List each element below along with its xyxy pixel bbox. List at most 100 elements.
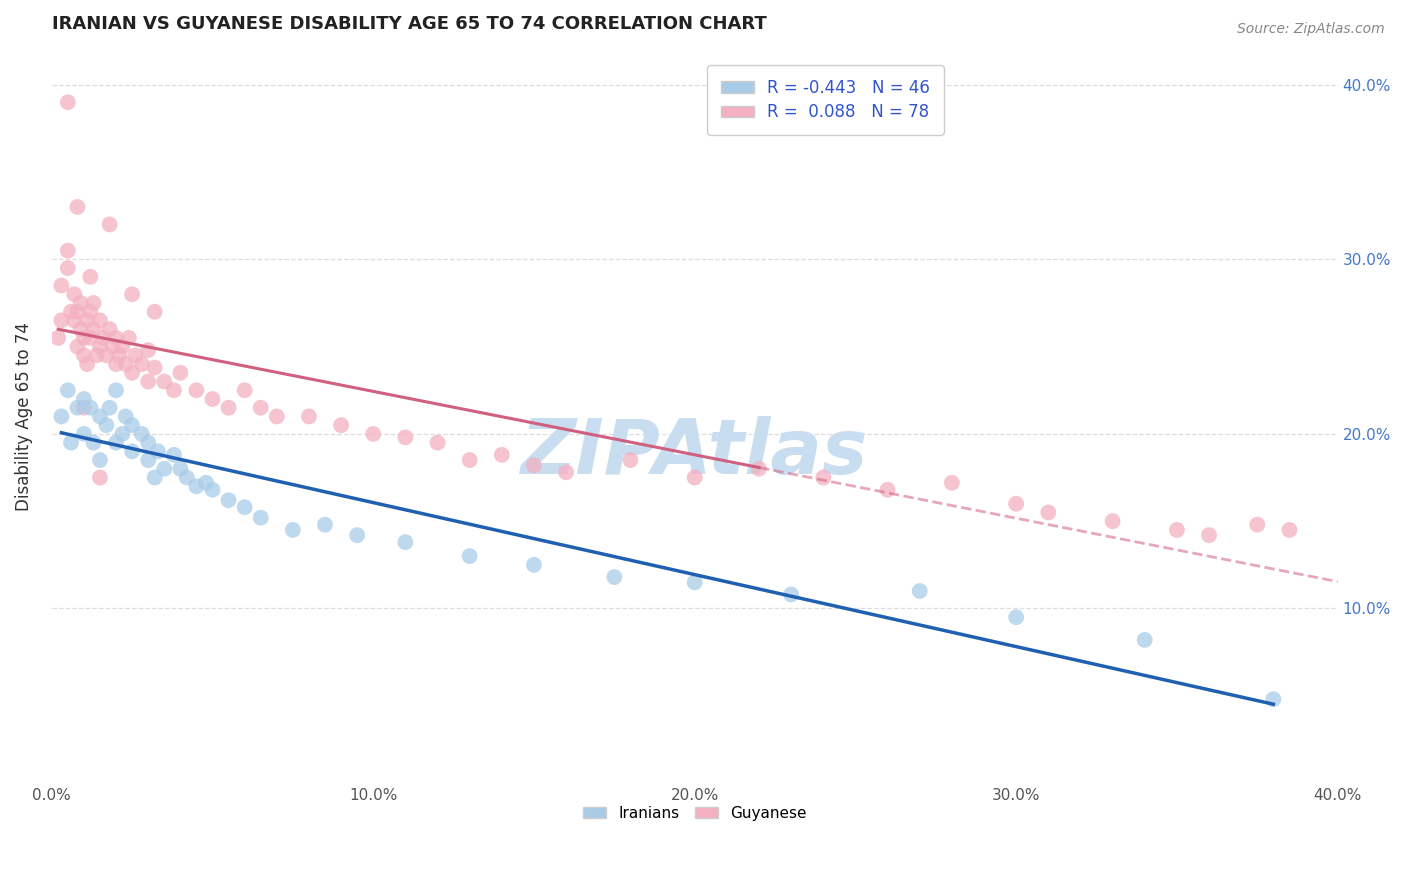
- Point: [1278, 523, 1301, 537]
- Point: [218, 401, 240, 415]
- Point: [555, 465, 578, 479]
- Point: [89, 453, 111, 467]
- Point: [66, 304, 89, 318]
- Point: [96, 348, 118, 362]
- Point: [426, 435, 449, 450]
- Point: [51, 313, 73, 327]
- Point: [98, 322, 121, 336]
- Point: [121, 418, 143, 433]
- Point: [523, 458, 546, 473]
- Point: [813, 470, 835, 484]
- Point: [603, 570, 626, 584]
- Point: [186, 479, 208, 493]
- Point: [1101, 514, 1123, 528]
- Point: [908, 584, 931, 599]
- Point: [83, 296, 105, 310]
- Point: [111, 426, 134, 441]
- Point: [266, 409, 288, 424]
- Point: [105, 435, 128, 450]
- Point: [60, 435, 83, 450]
- Point: [458, 453, 481, 467]
- Point: [56, 244, 79, 258]
- Point: [114, 357, 136, 371]
- Point: [73, 331, 96, 345]
- Point: [1005, 497, 1028, 511]
- Point: [86, 348, 108, 362]
- Point: [89, 340, 111, 354]
- Point: [98, 218, 121, 232]
- Point: [346, 528, 368, 542]
- Point: [89, 409, 111, 424]
- Point: [56, 95, 79, 110]
- Point: [98, 401, 121, 415]
- Point: [76, 313, 98, 327]
- Text: ZIPAtlas: ZIPAtlas: [522, 416, 869, 490]
- Point: [1005, 610, 1028, 624]
- Point: [108, 348, 131, 362]
- Point: [176, 470, 198, 484]
- Point: [146, 444, 169, 458]
- Point: [89, 313, 111, 327]
- Point: [79, 269, 101, 284]
- Point: [136, 435, 159, 450]
- Point: [169, 462, 191, 476]
- Point: [1038, 505, 1060, 519]
- Point: [105, 384, 128, 398]
- Point: [91, 331, 114, 345]
- Point: [186, 384, 208, 398]
- Point: [131, 426, 153, 441]
- Point: [201, 483, 224, 497]
- Point: [1166, 523, 1188, 537]
- Legend: Iranians, Guyanese: Iranians, Guyanese: [576, 799, 813, 827]
- Point: [69, 296, 91, 310]
- Point: [73, 401, 96, 415]
- Point: [394, 535, 416, 549]
- Point: [249, 510, 271, 524]
- Point: [1246, 517, 1268, 532]
- Point: [136, 453, 159, 467]
- Point: [96, 418, 118, 433]
- Point: [201, 392, 224, 406]
- Point: [314, 517, 336, 532]
- Point: [298, 409, 321, 424]
- Point: [105, 331, 128, 345]
- Text: IRANIAN VS GUYANESE DISABILITY AGE 65 TO 74 CORRELATION CHART: IRANIAN VS GUYANESE DISABILITY AGE 65 TO…: [52, 15, 766, 33]
- Point: [169, 366, 191, 380]
- Point: [941, 475, 963, 490]
- Point: [361, 426, 384, 441]
- Point: [73, 348, 96, 362]
- Point: [63, 313, 86, 327]
- Point: [105, 357, 128, 371]
- Y-axis label: Disability Age 65 to 74: Disability Age 65 to 74: [15, 322, 32, 511]
- Point: [780, 587, 803, 601]
- Point: [218, 493, 240, 508]
- Point: [51, 278, 73, 293]
- Point: [63, 287, 86, 301]
- Point: [79, 331, 101, 345]
- Point: [114, 409, 136, 424]
- Point: [523, 558, 546, 572]
- Point: [136, 343, 159, 357]
- Point: [56, 384, 79, 398]
- Point: [118, 331, 141, 345]
- Point: [73, 426, 96, 441]
- Point: [153, 462, 176, 476]
- Point: [56, 261, 79, 276]
- Point: [124, 348, 146, 362]
- Point: [66, 340, 89, 354]
- Text: Source: ZipAtlas.com: Source: ZipAtlas.com: [1237, 22, 1385, 37]
- Point: [249, 401, 271, 415]
- Point: [83, 435, 105, 450]
- Point: [143, 470, 166, 484]
- Point: [1198, 528, 1220, 542]
- Point: [76, 357, 98, 371]
- Point: [491, 448, 513, 462]
- Point: [143, 360, 166, 375]
- Point: [458, 549, 481, 563]
- Point: [121, 366, 143, 380]
- Point: [143, 304, 166, 318]
- Point: [394, 430, 416, 444]
- Point: [89, 470, 111, 484]
- Point: [66, 200, 89, 214]
- Point: [330, 418, 353, 433]
